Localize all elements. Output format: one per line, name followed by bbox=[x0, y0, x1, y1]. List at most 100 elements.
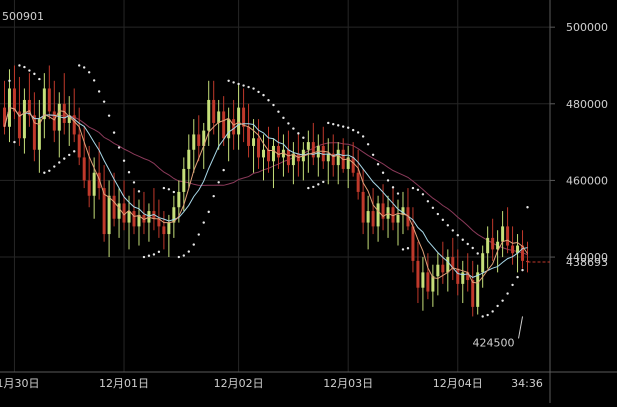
sar-dot bbox=[401, 248, 405, 251]
candle-body bbox=[336, 149, 340, 166]
candle-body bbox=[27, 99, 31, 116]
candle-body bbox=[506, 226, 510, 246]
candle-body bbox=[356, 172, 360, 192]
sar-dot bbox=[356, 131, 360, 134]
sar-dot bbox=[496, 304, 499, 308]
candle bbox=[351, 142, 355, 177]
candle-body bbox=[266, 149, 270, 162]
candle-body bbox=[62, 103, 66, 123]
sar-dot bbox=[157, 250, 161, 254]
candle bbox=[182, 157, 186, 212]
sar-dot bbox=[207, 210, 210, 214]
candle bbox=[107, 180, 111, 258]
candle bbox=[396, 199, 400, 246]
low-marker-pointer bbox=[518, 316, 524, 339]
sar-dot bbox=[102, 100, 106, 103]
candle-body bbox=[441, 264, 445, 273]
sar-dot bbox=[13, 140, 16, 144]
candle-body bbox=[481, 253, 485, 273]
candle bbox=[371, 188, 375, 235]
candle bbox=[361, 168, 365, 235]
sar-dot bbox=[277, 110, 280, 113]
candle-body bbox=[92, 172, 96, 196]
candle-body bbox=[137, 214, 141, 227]
sar-dot bbox=[456, 234, 459, 237]
candle bbox=[102, 165, 106, 242]
candle bbox=[37, 99, 41, 173]
candle-body bbox=[376, 203, 380, 227]
sar-dot bbox=[421, 193, 425, 196]
sar-dot bbox=[58, 161, 61, 164]
candle bbox=[242, 88, 246, 143]
candle bbox=[77, 107, 81, 166]
candle bbox=[217, 99, 221, 150]
candle bbox=[326, 138, 330, 185]
sar-dot bbox=[466, 242, 469, 246]
sar-dot bbox=[411, 186, 415, 190]
sar-dot bbox=[302, 136, 305, 139]
candle-body bbox=[436, 264, 440, 277]
candle bbox=[411, 207, 415, 273]
sar-dot bbox=[87, 71, 91, 74]
sar-dot bbox=[78, 64, 81, 67]
candle bbox=[441, 241, 445, 284]
candle-body bbox=[87, 180, 91, 196]
sar-dot bbox=[97, 90, 101, 93]
sar-dot bbox=[182, 254, 186, 257]
candle bbox=[47, 65, 51, 120]
sar-dot bbox=[197, 233, 200, 236]
sar-dot bbox=[516, 275, 519, 279]
candle-body bbox=[232, 119, 236, 135]
x-tick-label: 12月03日 bbox=[323, 377, 373, 390]
sar-dot bbox=[376, 163, 380, 166]
sar-dot bbox=[312, 185, 315, 189]
candle-body bbox=[52, 111, 56, 131]
candle-body bbox=[526, 260, 530, 263]
candle-body bbox=[82, 157, 86, 181]
y-tick-label: 440000 bbox=[566, 251, 608, 264]
sar-dot bbox=[38, 77, 41, 81]
candle-body bbox=[237, 107, 241, 135]
sar-dot bbox=[521, 268, 524, 272]
candle-body bbox=[511, 245, 515, 254]
sar-dot bbox=[147, 254, 151, 257]
candle-body bbox=[361, 191, 365, 223]
time-label: 34:36 bbox=[511, 377, 543, 390]
candle bbox=[356, 149, 360, 200]
sar-dot bbox=[237, 82, 240, 86]
sar-dot bbox=[257, 90, 260, 94]
candle bbox=[481, 245, 485, 288]
candle bbox=[421, 257, 425, 311]
candle bbox=[197, 115, 201, 162]
candle-body bbox=[381, 203, 385, 219]
sar-dot bbox=[222, 168, 225, 172]
candle bbox=[436, 253, 440, 296]
sar-dot bbox=[92, 79, 96, 82]
sar-dot bbox=[511, 283, 514, 287]
candle-body bbox=[167, 222, 171, 235]
sar-dot bbox=[117, 146, 121, 149]
sar-dot bbox=[247, 85, 250, 89]
candle-body bbox=[396, 214, 400, 223]
candle-body bbox=[491, 237, 495, 250]
candle-body bbox=[471, 280, 475, 307]
candle-body bbox=[162, 226, 166, 235]
candle bbox=[286, 130, 290, 173]
candle-body bbox=[366, 211, 370, 223]
candle bbox=[461, 260, 465, 304]
candle bbox=[391, 188, 395, 231]
candle bbox=[511, 226, 515, 265]
sar-dot bbox=[526, 206, 529, 209]
sar-dot bbox=[332, 122, 335, 126]
candle-body bbox=[346, 157, 350, 169]
candle-body bbox=[127, 211, 131, 223]
sar-dot bbox=[327, 121, 330, 125]
candle bbox=[32, 92, 36, 162]
candle-body bbox=[107, 195, 111, 235]
sar-dot bbox=[127, 171, 131, 174]
sar-dot bbox=[242, 84, 245, 87]
candle bbox=[27, 73, 31, 127]
sar-dot bbox=[391, 186, 395, 189]
